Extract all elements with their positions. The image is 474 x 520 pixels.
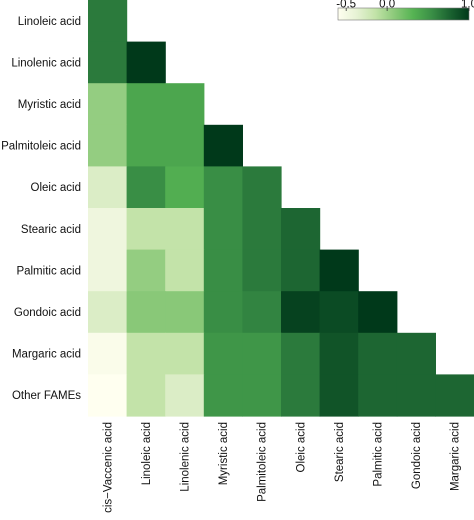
heatmap-cell: [88, 208, 128, 251]
heatmap-cell: [88, 332, 128, 375]
row-label: Margaric acid: [12, 349, 81, 361]
colorbar-tick-label: 0.0: [379, 0, 395, 11]
heatmap-cell: [319, 249, 359, 292]
column-label: Palmitic acid: [373, 422, 385, 487]
heatmap-cell: [88, 291, 128, 334]
row-label: Myristic acid: [18, 99, 81, 111]
heatmap-cell: [88, 374, 128, 417]
row-label: Oleic acid: [31, 182, 82, 194]
heatmap-cell: [203, 124, 243, 167]
colorbar-gradient: [337, 7, 470, 21]
column-label: Linolenic acid: [180, 422, 192, 492]
colorbar-ticks: -0.5 0.0 1.0: [336, 0, 474, 11]
heatmap-cells: [88, 0, 474, 417]
heatmap-cell: [319, 374, 359, 417]
heatmap-cell: [126, 41, 166, 84]
heatmap-cell: [88, 83, 128, 126]
heatmap-cell: [88, 166, 128, 209]
heatmap-cell: [203, 332, 243, 375]
row-label: Palmitic acid: [16, 265, 81, 277]
heatmap-cell: [281, 291, 321, 334]
heatmap-cell: [281, 249, 321, 292]
heatmap-cell: [88, 124, 128, 167]
colorbar-legend: -0.5 0.0 1.0: [336, 0, 474, 21]
heatmap-cell: [281, 332, 321, 375]
heatmap-cell: [165, 83, 205, 126]
column-label: Gondoic acid: [411, 422, 423, 489]
heatmap-cell: [126, 208, 166, 251]
heatmap-cell: [358, 291, 398, 334]
heatmap-cell: [281, 374, 321, 417]
heatmap-cell: [203, 291, 243, 334]
heatmap-cell: [165, 332, 205, 375]
heatmap-cell: [165, 166, 205, 209]
column-label: Margaric acid: [450, 422, 462, 491]
heatmap-cell: [203, 249, 243, 292]
heatmap-cell: [242, 249, 282, 292]
row-tick-labels: Linoleic acid Linolenic acid Myristic acid…: [1, 16, 81, 402]
heatmap-cell: [88, 41, 128, 84]
heatmap-cell: [165, 291, 205, 334]
row-label: Gondoic acid: [14, 307, 81, 319]
row-label: Palmitoleic acid: [1, 141, 81, 153]
heatmap-cell: [165, 374, 205, 417]
heatmap-cell: [88, 0, 128, 43]
column-tick-labels: cis−Vaccenic acid Linoleic acid Linolenic …: [102, 422, 461, 513]
column-label: Myristic acid: [218, 422, 230, 485]
heatmap-cell: [281, 208, 321, 251]
heatmap-cell: [126, 124, 166, 167]
heatmap-cell: [203, 374, 243, 417]
row-label: Linolenic acid: [11, 57, 81, 69]
heatmap-cell: [358, 332, 398, 375]
column-label: cis−Vaccenic acid: [102, 422, 114, 513]
heatmap-cell: [242, 208, 282, 251]
heatmap-cell: [126, 374, 166, 417]
column-label: Linoleic acid: [141, 422, 153, 485]
column-label: Oleic acid: [295, 422, 307, 473]
heatmap-cell: [358, 374, 398, 417]
heatmap-cell: [126, 83, 166, 126]
colorbar-tick-label: 1.0: [461, 0, 474, 11]
heatmap-cell: [242, 291, 282, 334]
colorbar-tick-label: -0.5: [336, 0, 356, 11]
row-label: Stearic acid: [21, 224, 81, 236]
heatmap-cell: [435, 374, 474, 417]
heatmap-cell: [203, 208, 243, 251]
heatmap-cell: [242, 166, 282, 209]
heatmap-cell: [165, 124, 205, 167]
heatmap-cell: [319, 291, 359, 334]
heatmap-cell: [319, 332, 359, 375]
heatmap-cell: [203, 166, 243, 209]
heatmap-cell: [126, 249, 166, 292]
heatmap-cell: [165, 208, 205, 251]
heatmap-cell: [242, 332, 282, 375]
column-label: Palmitoleic acid: [257, 422, 269, 502]
heatmap-cell: [126, 291, 166, 334]
heatmap-cell: [126, 332, 166, 375]
column-label: Stearic acid: [334, 422, 346, 482]
heatmap-cell: [396, 332, 436, 375]
heatmap-cell: [126, 166, 166, 209]
row-label: Linoleic acid: [18, 16, 81, 28]
row-label: Other FAMEs: [12, 390, 81, 402]
heatmap-cell: [88, 249, 128, 292]
heatmap-cell: [165, 249, 205, 292]
heatmap-cell: [242, 374, 282, 417]
heatmap-cell: [396, 374, 436, 417]
